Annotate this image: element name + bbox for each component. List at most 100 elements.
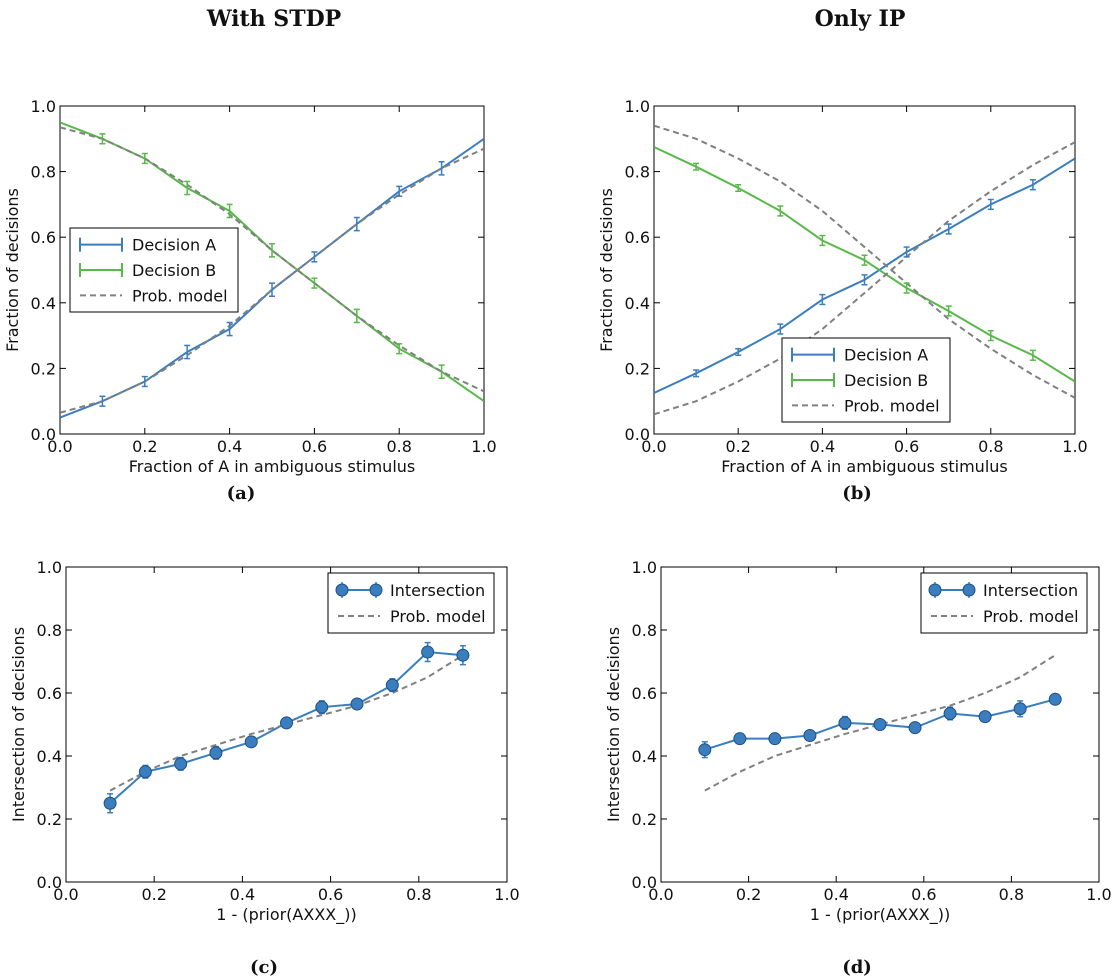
legend-label: Intersection xyxy=(983,581,1078,600)
legend-label: Decision B xyxy=(132,261,216,280)
x-tick-label: 0.2 xyxy=(141,885,166,904)
error-bar xyxy=(1029,179,1036,191)
x-tick-label: 0.6 xyxy=(911,885,936,904)
error-bar xyxy=(396,185,403,197)
error-bar xyxy=(693,162,700,171)
model-line xyxy=(60,126,484,393)
model-line xyxy=(109,654,464,792)
error-bar xyxy=(861,254,868,266)
error-bar xyxy=(141,375,148,388)
error-bar xyxy=(353,216,360,232)
legend-label: Prob. model xyxy=(844,396,940,415)
y-tick-label: 0.6 xyxy=(37,684,62,703)
y-tick-label: 0.8 xyxy=(625,163,650,182)
data-point xyxy=(873,718,887,731)
legend-label: Intersection xyxy=(390,581,485,600)
error-bar xyxy=(269,282,275,297)
y-tick-label: 0.0 xyxy=(31,425,56,444)
data-point xyxy=(698,743,712,757)
y-tick-label: 0.4 xyxy=(31,294,56,313)
y-tick-label: 0.2 xyxy=(31,359,56,378)
error-bar xyxy=(184,180,191,196)
y-tick-label: 0.4 xyxy=(625,294,650,313)
panel-caption: (c) xyxy=(250,957,278,978)
legend-entry: Decision A xyxy=(791,346,928,365)
plot-frame xyxy=(65,566,508,883)
data-point xyxy=(943,706,957,720)
error-bar xyxy=(311,251,318,263)
model-line xyxy=(654,141,1075,416)
error-bar xyxy=(311,277,318,289)
x-tick-label: 0.6 xyxy=(302,437,327,456)
x-tick-label: 0.4 xyxy=(810,437,835,456)
x-tick-label: 0.6 xyxy=(318,885,343,904)
legend-entry: Intersection xyxy=(335,581,485,600)
data-point xyxy=(174,757,188,771)
error-bar xyxy=(819,234,826,247)
y-tick-label: 0.8 xyxy=(37,621,62,640)
y-tick-label: 0.0 xyxy=(625,425,650,444)
data-point xyxy=(908,721,922,735)
x-tick-label: 1.0 xyxy=(1086,885,1111,904)
data-point xyxy=(315,700,329,714)
model-line xyxy=(60,147,484,414)
x-tick-label: 0.0 xyxy=(47,437,72,456)
legend-label: Prob. model xyxy=(983,607,1079,626)
x-tick-label: 1.0 xyxy=(471,437,496,456)
model-line xyxy=(654,124,1075,399)
x-axis-label: Fraction of A in ambiguous stimulus xyxy=(129,457,416,476)
data-point xyxy=(978,710,992,724)
x-axis-label: Fraction of A in ambiguous stimulus xyxy=(721,457,1008,476)
x-tick-label: 0.0 xyxy=(641,437,666,456)
legend: Decision A Decision B Prob. model xyxy=(781,337,951,423)
x-tick-label: 0.4 xyxy=(217,437,242,456)
legend-label: Prob. model xyxy=(132,286,228,305)
y-axis-label: Intersection of decisions xyxy=(9,627,28,822)
y-tick-label: 0.2 xyxy=(625,359,650,378)
data-point xyxy=(803,729,817,743)
error-bar xyxy=(987,329,994,342)
y-tick-label: 0.2 xyxy=(37,810,62,829)
legend-entry: Prob. model xyxy=(931,607,1079,626)
x-axis-label: 1 - (prior(AXXX_)) xyxy=(810,905,950,925)
legend-entry: Prob. model xyxy=(80,286,228,305)
plot-frame xyxy=(653,105,1076,435)
legend-entry: Prob. model xyxy=(792,396,940,415)
data-point xyxy=(421,645,435,659)
error-bar xyxy=(438,161,445,176)
error-bar xyxy=(99,395,106,407)
error-bar xyxy=(99,133,106,145)
x-tick-label: 1.0 xyxy=(1062,437,1087,456)
y-tick-label: 0.6 xyxy=(625,228,650,247)
x-tick-label: 0.4 xyxy=(823,885,848,904)
plot-frame xyxy=(59,105,485,435)
error-bar xyxy=(735,347,742,357)
error-bar xyxy=(141,152,148,165)
data-point xyxy=(1048,692,1062,706)
error-bar xyxy=(987,198,994,211)
data-point xyxy=(280,716,293,730)
y-tick-label: 0.0 xyxy=(632,873,657,892)
column-title-right: Only IP xyxy=(814,6,906,32)
x-tick-label: 0.0 xyxy=(648,885,673,904)
error-bar xyxy=(226,203,233,219)
column-title-left: With STDP xyxy=(206,6,342,32)
legend-label: Prob. model xyxy=(390,607,486,626)
x-tick-label: 1.0 xyxy=(494,885,519,904)
legend-entry: Decision B xyxy=(79,261,216,280)
x-tick-label: 0.2 xyxy=(132,437,157,456)
y-tick-label: 1.0 xyxy=(632,558,657,577)
legend-label: Decision A xyxy=(132,236,216,255)
plot-frame xyxy=(660,566,1100,883)
legend-entry: Decision A xyxy=(79,236,216,255)
y-tick-label: 0.4 xyxy=(632,747,657,766)
data-point xyxy=(385,678,399,692)
legend-entry: Prob. model xyxy=(338,607,486,626)
y-axis-label: Intersection of decisions xyxy=(604,627,623,822)
y-tick-label: 0.8 xyxy=(31,163,56,182)
y-tick-label: 0.6 xyxy=(31,228,56,247)
x-tick-label: 0.2 xyxy=(725,437,750,456)
data-point xyxy=(838,716,852,730)
